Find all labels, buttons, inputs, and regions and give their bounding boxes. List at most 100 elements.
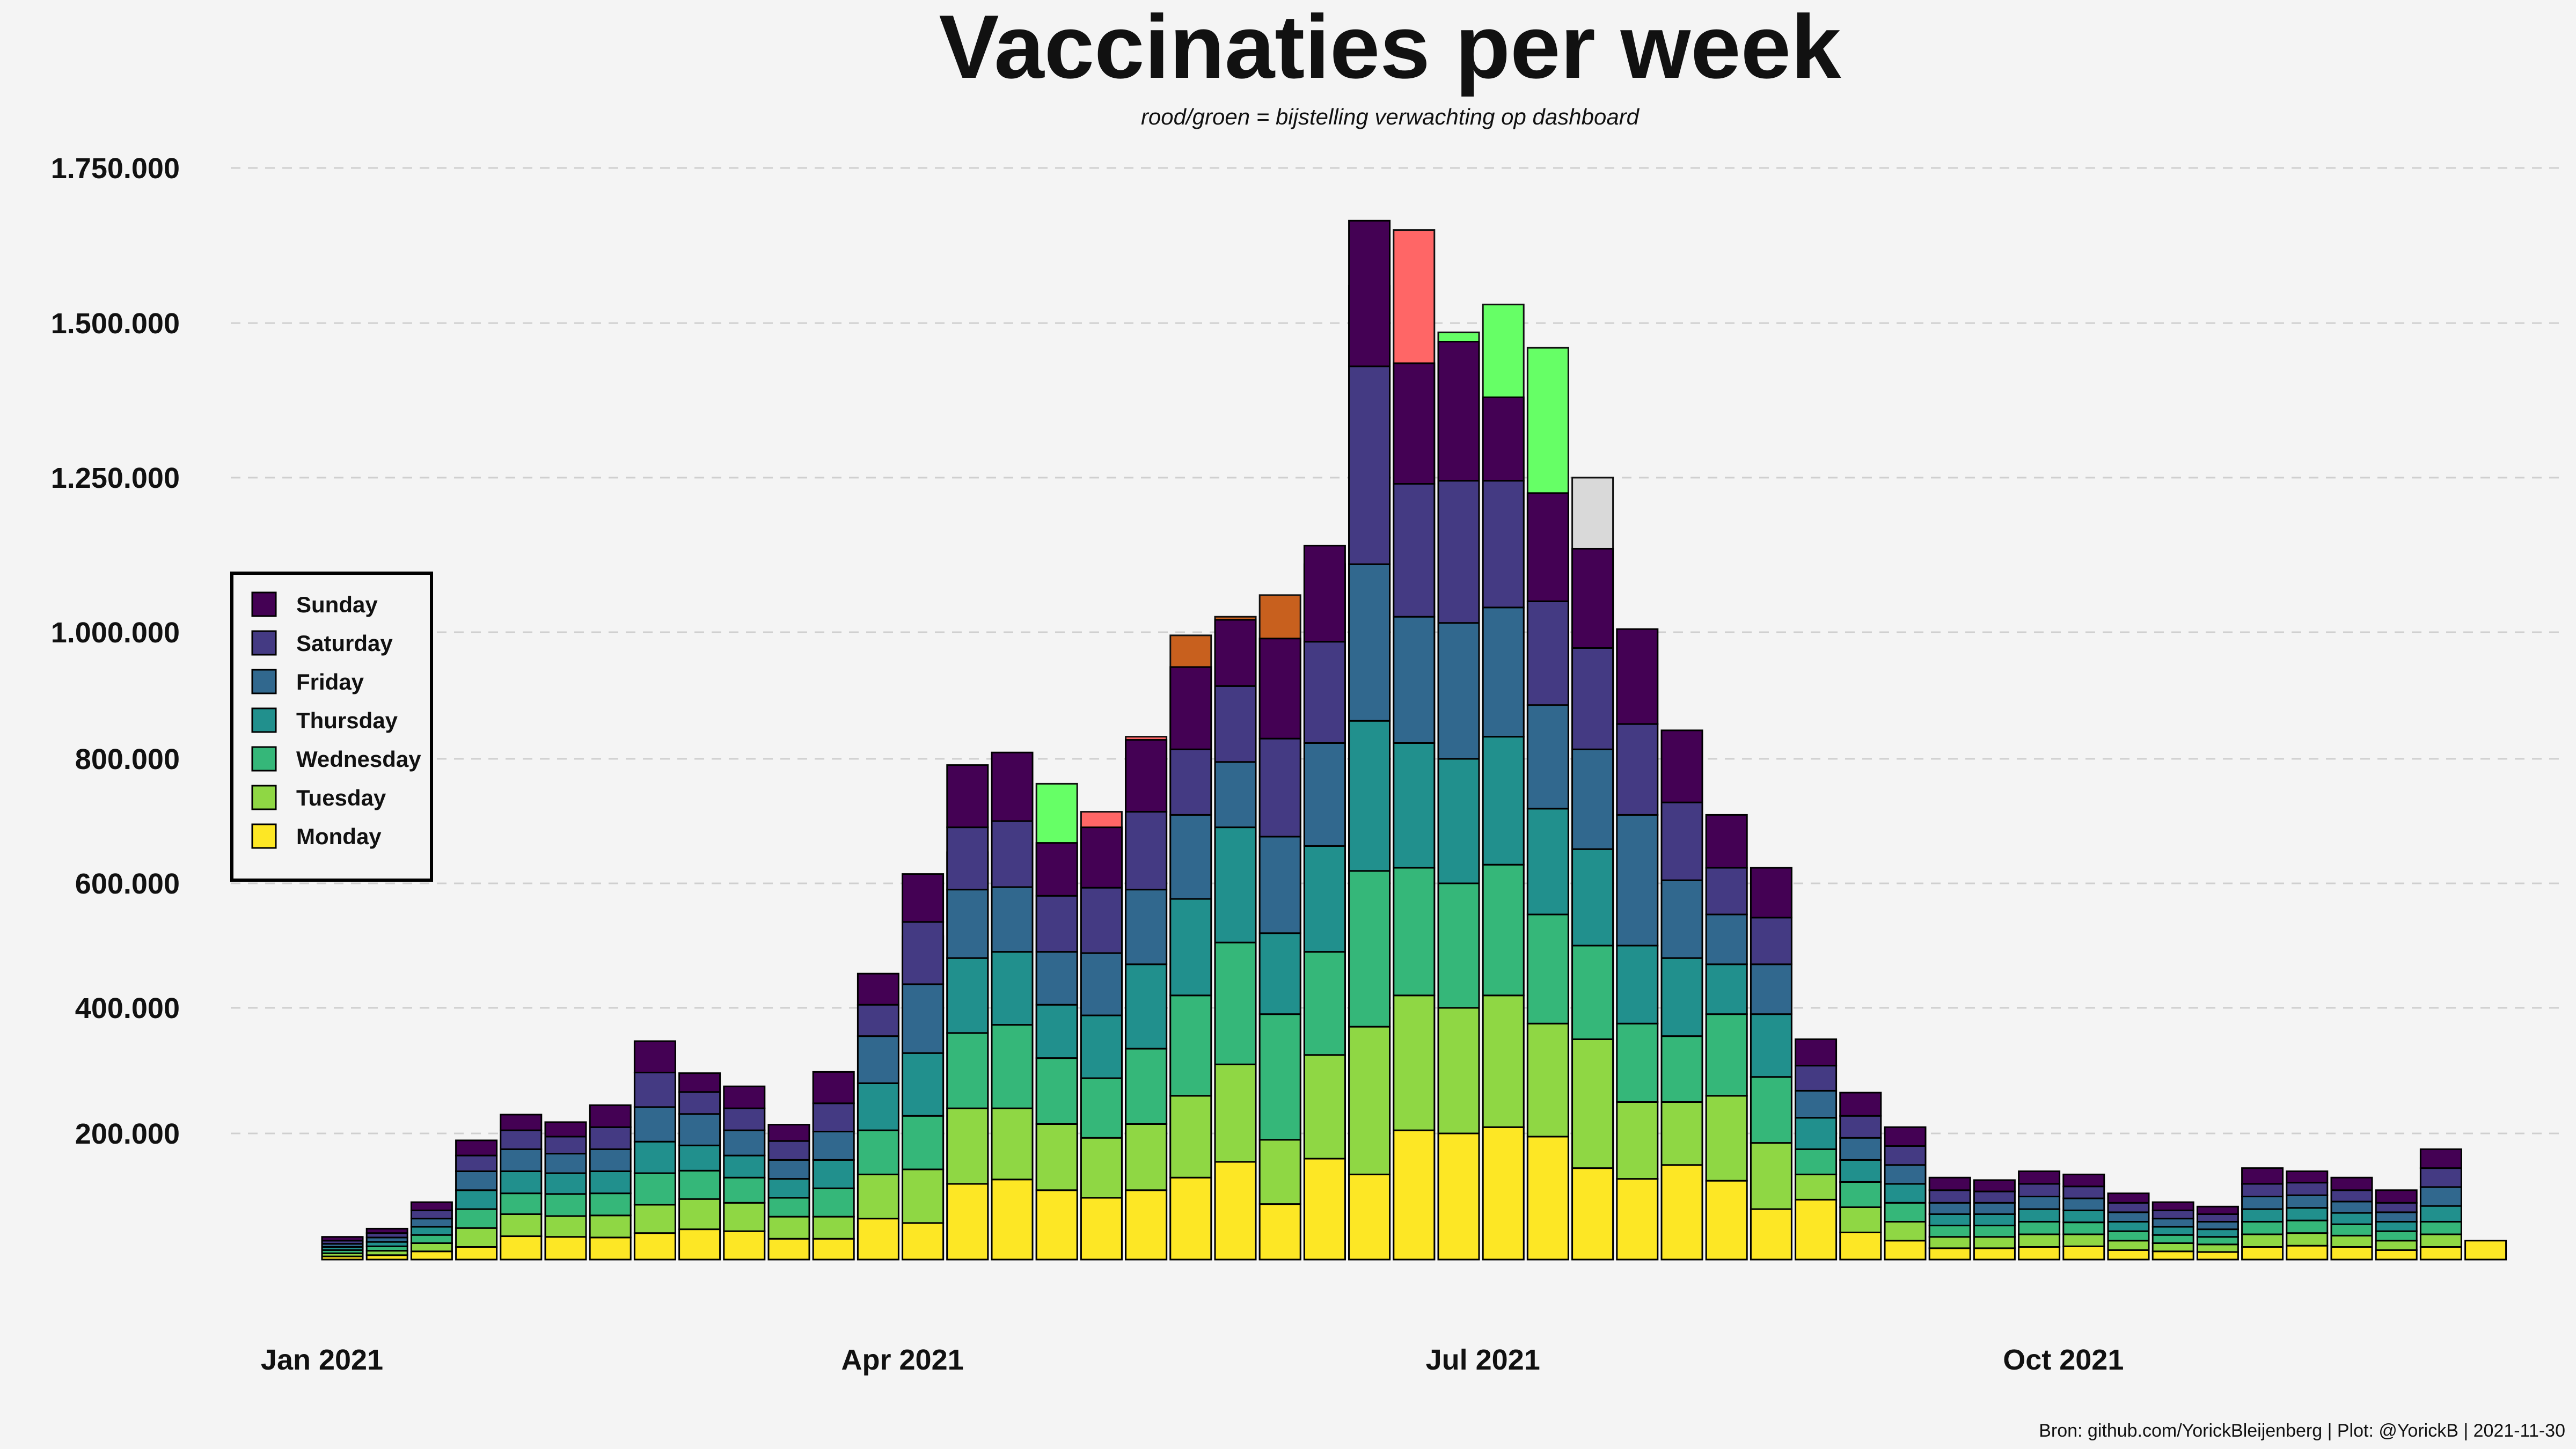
legend-label-saturday: Saturday — [296, 631, 393, 656]
bar-segment-sunday — [1303, 545, 1346, 643]
bar-segment-friday — [1839, 1137, 1882, 1161]
bar-segment-thursday — [1258, 932, 1301, 1015]
bar-segment-monday — [589, 1236, 632, 1261]
bar-segment-wednesday — [2018, 1221, 2061, 1235]
bar-segment-wednesday — [2196, 1236, 2239, 1246]
bar-segment-friday — [1884, 1164, 1927, 1185]
bar-segment-thursday — [1393, 742, 1436, 869]
bar-segment-monday — [1660, 1164, 1703, 1261]
legend-swatch-tuesday — [251, 785, 277, 810]
bar-segment-friday — [2151, 1218, 2194, 1228]
bar-segment-monday — [1884, 1240, 1927, 1261]
bar-segment-sunday — [1348, 219, 1391, 368]
bar-segment-friday — [902, 983, 945, 1054]
bar-segment-friday — [1750, 963, 1792, 1015]
bar-segment-sunday — [812, 1071, 855, 1104]
bar-segment-wednesday — [723, 1176, 766, 1204]
bar-segment-thursday — [1214, 826, 1257, 943]
bar-segment-wednesday — [1214, 941, 1257, 1065]
bar-segment-tuesday — [812, 1216, 855, 1240]
bar-segment-saturday — [1393, 483, 1436, 618]
bar-segment-friday — [455, 1170, 498, 1191]
bar-segment-thursday — [1616, 945, 1659, 1024]
bar-segment-wednesday — [589, 1192, 632, 1217]
bar-segment-friday — [1125, 889, 1168, 965]
bar-segment-monday — [2062, 1245, 2105, 1261]
chart-title: Vaccinaties per week — [939, 0, 1841, 97]
bar-segment-sunday — [1660, 729, 1703, 803]
bar-segment-friday — [991, 886, 1034, 953]
bar-segment-saturday — [2018, 1183, 2061, 1197]
bar-segment-thursday — [1080, 1014, 1123, 1079]
bar-segment-sunday — [2062, 1173, 2105, 1188]
bar-segment-friday — [1393, 616, 1436, 744]
y-tick-label: 600.000 — [75, 868, 180, 900]
bar-segment-thursday — [1795, 1117, 1838, 1150]
bar-segment-tuesday — [1258, 1139, 1301, 1205]
bar-segment-saturday — [991, 820, 1034, 888]
bar-segment-saturday — [678, 1091, 721, 1115]
bar-segment-tuesday — [2375, 1240, 2418, 1251]
bar-segment-friday — [633, 1106, 676, 1143]
bar-segment-sunday — [544, 1121, 587, 1138]
bar-segment-saturday — [723, 1107, 766, 1131]
bar-segment-sunday — [455, 1139, 498, 1157]
bar-segment-tuesday — [1437, 1007, 1480, 1135]
bar-segment-thursday — [2107, 1221, 2150, 1232]
y-tick-label: 1.500.000 — [51, 308, 180, 340]
bar-segment-wednesday — [1616, 1022, 1659, 1103]
bar-segment-monday — [1928, 1247, 1971, 1261]
bar-segment-saturday — [1660, 801, 1703, 881]
bar-segment-sunday — [1258, 638, 1301, 740]
bar-segment-wednesday — [455, 1208, 498, 1229]
bar-segment-saturday — [1303, 641, 1346, 744]
bar-segment-monday — [2151, 1250, 2194, 1261]
bar-segment-monday — [1393, 1129, 1436, 1261]
y-tick-label: 1.750.000 — [51, 152, 180, 185]
bar-segment-tuesday — [991, 1107, 1034, 1181]
bar-segment-monday — [1258, 1203, 1301, 1261]
bar-segment-sunday — [2151, 1201, 2194, 1211]
bar-segment-thursday — [1348, 720, 1391, 872]
bar-segment-friday — [410, 1218, 453, 1228]
bar-segment-tuesday — [1973, 1236, 2016, 1249]
bar-segment-tuesday — [1884, 1221, 1927, 1242]
bar-segment-sunday — [946, 764, 989, 829]
bar-segment-thursday — [1839, 1159, 1882, 1183]
bar-segment-monday — [500, 1235, 543, 1261]
bar-segment-wednesday — [1660, 1035, 1703, 1103]
bar-segment-wednesday — [991, 1024, 1034, 1109]
bar-segment-saturday — [544, 1136, 587, 1155]
bar-segment-tuesday — [1928, 1236, 1971, 1249]
bar-segment-wednesday — [946, 1032, 989, 1109]
bar-segment-friday — [1437, 622, 1480, 760]
bar-segment-sunday — [1035, 842, 1078, 897]
bar-segment-monday — [1169, 1176, 1212, 1261]
bar-segment-saturday — [1928, 1189, 1971, 1204]
bar-segment-wednesday — [2107, 1230, 2150, 1242]
legend: Sunday Saturday Friday Thursday Wednesday Tue… — [230, 572, 433, 882]
bar-segment-saturday — [1571, 647, 1614, 750]
bar-segment-saturday — [2375, 1202, 2418, 1213]
y-tick-label: 800.000 — [75, 743, 180, 775]
bar-segment-wednesday — [1928, 1225, 1971, 1238]
bar-segment-monday — [1125, 1189, 1168, 1261]
bar-segment-saturday — [2419, 1167, 2462, 1188]
bar-segment-tuesday — [1348, 1026, 1391, 1175]
bar-segment-saturday — [2241, 1183, 2284, 1197]
bar-segment-sunday — [2196, 1205, 2239, 1215]
bar-segment-tuesday — [946, 1107, 989, 1185]
bar-segment-saturday — [1705, 867, 1748, 916]
bar-segment-tuesday — [1526, 1022, 1569, 1138]
bar-segment-friday — [1258, 836, 1301, 934]
bar-segment-monday — [2375, 1249, 2418, 1261]
bar-segment-friday — [857, 1035, 899, 1084]
bar-segment-thursday — [2196, 1228, 2239, 1238]
bar-segment-monday — [2419, 1246, 2462, 1261]
bar-segment-tuesday — [410, 1242, 453, 1253]
bar-segment-saturday — [410, 1209, 453, 1220]
bar-segment-thursday — [2375, 1221, 2418, 1232]
bar-segment-sunday — [2286, 1170, 2329, 1184]
bar-segment-sunday — [589, 1104, 632, 1128]
bar-segment-monday — [1526, 1136, 1569, 1261]
